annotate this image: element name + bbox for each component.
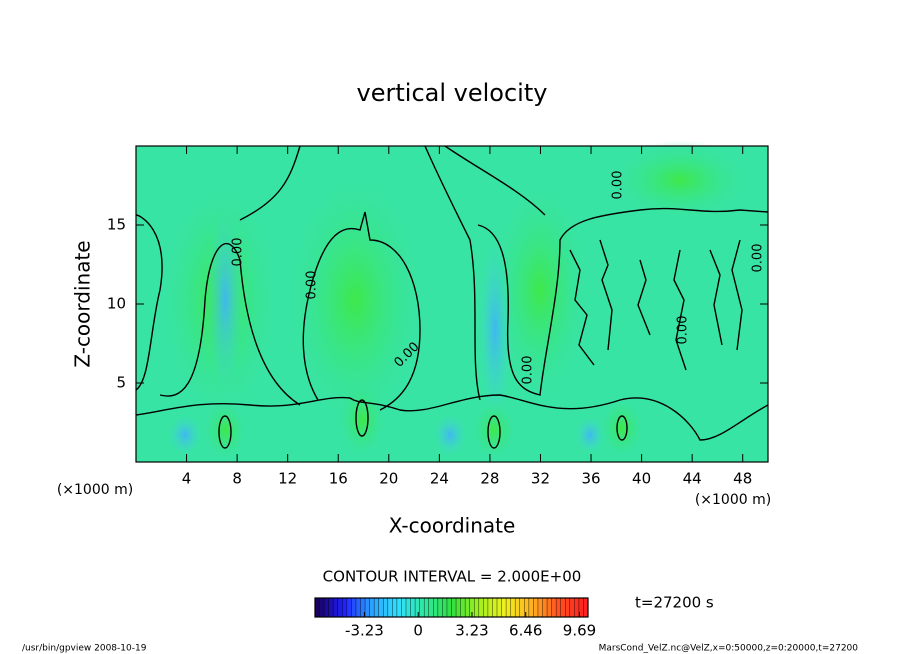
colorbar-segment [396,598,402,617]
colorbar-segment [560,598,566,617]
colorbar-segment [478,598,484,617]
colorbar-segment [324,598,330,617]
colorbar-segment [383,598,389,617]
colorbar-segment [506,598,512,617]
x-axis-label: X-coordinate [389,514,516,538]
colorbar-segment [556,598,562,617]
colorbar-tick-label: 0 [413,622,423,640]
colorbar-segment [315,598,321,617]
colorbar-segment [533,598,539,617]
colorbar-segment [524,598,530,617]
colorbar-segment [406,598,412,617]
colorbar-segment [519,598,525,617]
x-tick-label: 20 [379,470,398,488]
colorbar-segment [537,598,543,617]
contour-label: 0.00 [305,271,320,300]
y-tick-label: 15 [107,216,126,234]
colorbar-segment [569,598,575,617]
colorbar-segment [515,598,521,617]
contour-label: 0.00 [231,238,246,267]
x-tick-label: 12 [278,470,297,488]
colorbar-segment [469,598,475,617]
colorbar-segment [446,598,452,617]
colorbar-tick-label: 9.69 [563,622,596,640]
colorbar-segment [574,598,580,617]
colorbar-tick-label: 3.23 [455,622,488,640]
y-tick-label: 5 [116,374,126,392]
contour-field [135,140,769,462]
colorbar-segment [355,598,361,617]
y-axis-unit: (×1000 m) [57,482,133,498]
colorbar-segment [501,598,507,617]
contour-label: 0.00 [676,316,691,345]
colorbar-segment [474,598,480,617]
x-tick-label: 36 [581,470,600,488]
x-tick-label: 40 [632,470,651,488]
colorbar-segment [387,598,393,617]
colorbar-tick-label: -3.23 [345,622,384,640]
x-tick-label: 8 [232,470,242,488]
footer-left: /usr/bin/gpview 2008-10-19 [22,644,147,654]
x-tick-label: 16 [329,470,348,488]
contour-label: 0.00 [521,356,536,385]
colorbar-tick-label: 6.46 [509,622,542,640]
x-tick-label: 44 [683,470,702,488]
x-tick-label: 24 [430,470,449,488]
contour-interval: CONTOUR INTERVAL = 2.000E+00 [323,568,582,586]
colorbar-segment [374,598,380,617]
colorbar-segment [365,598,371,617]
x-tick-label: 32 [531,470,550,488]
x-tick-label: 4 [182,470,192,488]
colorbar-segment [346,598,352,617]
colorbar-segment [433,598,439,617]
colorbar-segment [492,598,498,617]
colorbar-segment [483,598,489,617]
colorbar-segment [442,598,448,617]
colorbar-segment [451,598,457,617]
y-axis-label: Z-coordinate [71,240,95,367]
colorbar-segment [542,598,548,617]
colorbar-segment [337,598,343,617]
colorbar-segment [410,598,416,617]
colorbar-segment [369,598,375,617]
x-axis-unit: (×1000 m) [695,492,771,508]
chart-title: vertical velocity [357,79,548,107]
colorbar: -3.23 0 3.23 6.46 9.69 [314,597,596,640]
colorbar-segment [578,598,584,617]
colorbar-segment [428,598,434,617]
x-tick-label: 28 [480,470,499,488]
colorbar-segment [437,598,443,617]
colorbar-segment [419,598,425,617]
colorbar-segment [497,598,503,617]
colorbar-segment [583,598,589,617]
colorbar-frame [314,597,589,618]
colorbar-segment [351,598,357,617]
colorbar-segment [378,598,384,617]
colorbar-segment [456,598,462,617]
colorbar-segment [510,598,516,617]
colorbar-segment [424,598,430,617]
colorbar-segment [415,598,421,617]
colorbar-segment [460,598,466,617]
contour-label: 0.00 [611,171,626,200]
colorbar-segment [328,598,334,617]
colorbar-segment [319,598,325,617]
colorbar-segment [401,598,407,617]
colorbar-segment [551,598,557,617]
colorbar-segment [528,598,534,617]
colorbar-segment [392,598,398,617]
colorbar-segment [487,598,493,617]
contour-label: 0.00 [751,244,766,273]
x-tick-label: 48 [733,470,752,488]
colorbar-segment [333,598,339,617]
colorbar-segment [465,598,471,617]
time-label: t=27200 s [635,594,714,612]
footer-right: MarsCond_VelZ.nc@VelZ,x=0:50000,z=0:2000… [599,644,859,654]
colorbar-segment [547,598,553,617]
colorbar-segment [565,598,571,617]
colorbar-segment [342,598,348,617]
y-tick-label: 10 [107,295,126,313]
colorbar-segment [360,598,366,617]
